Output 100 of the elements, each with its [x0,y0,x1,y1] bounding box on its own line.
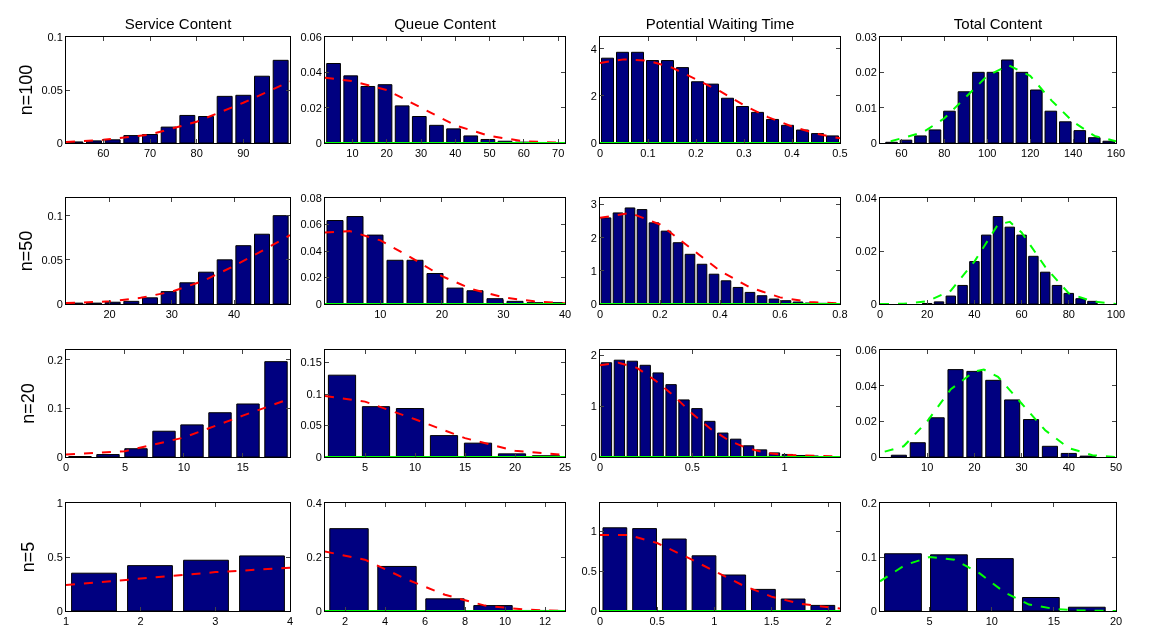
y-tick-label: 0.04 [300,66,322,79]
y-tick-label: 0.06 [300,218,322,231]
y-tick-label: 0 [590,297,597,310]
x-tick-label: 15 [458,461,472,474]
x-tick-label: 70 [552,147,565,160]
y-tick-label: 0.02 [855,244,877,257]
x-tick-label: 12 [538,615,552,628]
y-axis-title: n=50 [16,230,36,272]
y-tick-label: 1 [590,264,597,277]
x-tick-label: 70 [143,147,157,160]
y-tick-label: 0.04 [855,191,877,204]
y-tick-label: 0.08 [300,191,322,204]
chart-title: Queue Content [394,15,497,32]
x-tick-label: 30 [1015,461,1028,474]
y-tick-label: 0.05 [41,83,63,96]
x-tick-label: 80 [938,147,951,160]
y-tick-label: 4 [590,42,597,55]
x-tick-label: 15 [236,461,249,474]
x-tick-label: 1.5 [763,615,780,628]
x-tick-label: 2 [825,615,832,628]
x-tick-label: 40 [558,308,572,321]
x-tick-label: 4 [381,615,389,628]
x-tick-label: 10 [408,461,422,474]
y-tick-label: 1 [590,524,597,537]
x-tick-label: 140 [1063,147,1083,160]
x-tick-label: 0.5 [684,461,700,474]
x-tick-label: 60 [1015,308,1028,321]
x-tick-label: 10 [374,308,387,321]
x-tick-label: 0.4 [712,308,728,321]
y-tick-label: 0.02 [855,415,877,428]
x-tick-label: 60 [97,147,110,160]
x-tick-label: 20 [1109,615,1123,628]
y-tick-label: 0 [56,136,63,149]
y-tick-label: 0 [56,297,63,310]
x-tick-label: 30 [165,308,178,321]
x-tick-label: 20 [921,308,934,321]
x-tick-label: 80 [190,147,203,160]
y-tick-label: 0.2 [47,353,63,366]
x-tick-label: 10 [921,461,934,474]
x-tick-label: 60 [895,147,908,160]
x-tick-label: 40 [968,308,981,321]
y-tick-label: 0 [315,450,322,463]
x-tick-label: 2 [341,615,349,628]
x-tick-label: 20 [968,461,981,474]
y-tick-label: 0 [590,450,597,463]
y-tick-label: 0.1 [47,209,63,222]
x-tick-label: 0.2 [652,308,668,321]
x-tick-label: 40 [227,308,241,321]
y-tick-label: 0.02 [300,101,322,114]
y-tick-label: 1 [590,399,597,412]
x-tick-label: 25 [558,461,572,474]
x-tick-label: 0.1 [640,147,656,160]
y-tick-label: 0.4 [306,496,322,509]
y-tick-label: 0 [870,604,877,617]
x-tick-label: 50 [483,147,496,160]
x-tick-label: 120 [1021,147,1040,160]
x-tick-label: 0.8 [832,308,848,321]
x-tick-label: 3 [212,615,219,628]
x-tick-label: 80 [1062,308,1075,321]
y-tick-label: 0 [56,450,63,463]
x-tick-label: 4 [286,615,294,628]
y-tick-label: 0 [590,604,597,617]
x-tick-label: 0.5 [649,615,665,628]
y-tick-label: 0.1 [47,402,63,415]
y-tick-label: 0.2 [306,550,322,563]
y-tick-label: 0.1 [47,30,63,43]
y-tick-label: 2 [590,348,597,361]
y-tick-label: 0.2 [861,496,877,509]
x-tick-label: 0.2 [688,147,704,160]
y-tick-label: 0 [590,136,597,149]
y-tick-label: 2 [590,89,597,102]
x-tick-label: 20 [508,461,522,474]
y-tick-label: 0.15 [300,356,322,369]
x-tick-label: 20 [435,308,449,321]
y-tick-label: 0 [870,136,877,149]
x-tick-label: 15 [1047,615,1061,628]
x-tick-label: 5 [926,615,933,628]
y-tick-label: 0.1 [306,387,322,400]
x-tick-label: 0.5 [832,147,848,160]
x-tick-label: 1 [781,461,788,474]
x-tick-label: 10 [346,147,359,160]
y-axis-title: n=5 [17,541,38,573]
x-tick-label: 2 [137,615,144,628]
x-tick-label: 50 [1109,461,1123,474]
y-tick-label: 0.05 [41,253,63,266]
x-tick-label: 160 [1106,147,1126,160]
y-tick-label: 0 [870,297,877,310]
y-tick-label: 0 [870,450,877,463]
x-tick-label: 40 [1062,461,1075,474]
x-tick-label: 8 [461,615,469,628]
y-axis-title: n=20 [17,383,38,424]
x-tick-label: 90 [237,147,250,160]
x-tick-label: 10 [177,461,191,474]
x-tick-label: 60 [517,147,530,160]
x-tick-label: 10 [498,615,512,628]
y-tick-label: 0.04 [300,244,322,257]
y-tick-label: 0.1 [861,550,877,563]
x-tick-label: 40 [449,147,462,160]
y-tick-label: 0.04 [855,379,877,392]
x-tick-label: 30 [414,147,428,160]
